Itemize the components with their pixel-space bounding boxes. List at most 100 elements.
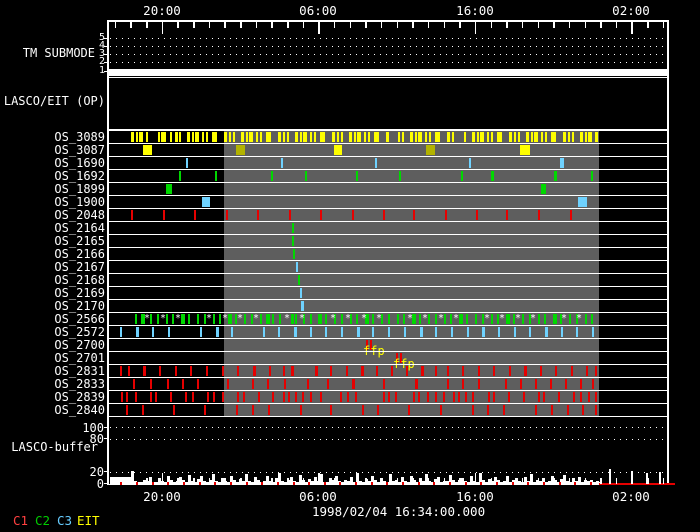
buffer-bar <box>560 478 563 484</box>
bottom-hour-tick <box>600 478 602 484</box>
buffer-bar <box>245 474 248 484</box>
buffer-bar <box>335 475 338 484</box>
event-tick-OS_2831 <box>391 366 393 376</box>
buffer-bar <box>137 481 140 484</box>
buffer-bar <box>551 476 554 484</box>
buffer-bar <box>410 475 413 484</box>
event-tick-OS_3089 <box>354 132 356 142</box>
buffer-axis-tick <box>104 438 109 439</box>
buffer-bar <box>122 477 125 484</box>
row-label-OS_1692: OS_1692 <box>54 168 105 183</box>
buffer-bar <box>548 480 551 484</box>
event-tick-OS_2566 <box>372 314 374 324</box>
buffer-hour-dot <box>590 481 592 485</box>
event-tick-OS_3089 <box>447 132 450 142</box>
buffer-bar <box>488 478 491 484</box>
buffer-bar <box>503 480 506 484</box>
event-asterisk: * <box>375 313 383 324</box>
event-tick-OS_2839 <box>288 392 290 402</box>
buffer-bar <box>434 478 437 484</box>
buffer-bar <box>263 480 266 484</box>
event-tick-OS_1900 <box>578 197 587 207</box>
event-tick-OS_2839 <box>320 392 322 402</box>
buffer-bar <box>419 478 422 484</box>
buffer-bar <box>143 479 146 484</box>
buffer-bar <box>341 482 344 484</box>
event-tick-OS_2566 <box>279 314 281 324</box>
event-tick-OS_2831 <box>493 366 495 376</box>
event-tick-OS_3089 <box>526 132 529 142</box>
event-tick-OS_2839 <box>588 392 590 402</box>
event-tick-OS_3089 <box>303 132 307 142</box>
row-separator <box>108 403 667 404</box>
event-tick-OS_2566 <box>522 314 524 324</box>
buffer-bar <box>554 480 557 484</box>
event-tick-OS_2572 <box>325 327 327 337</box>
event-tick-OS_2831 <box>595 366 597 376</box>
buffer-hour-dot <box>120 481 123 485</box>
event-tick-OS_2833 <box>307 379 309 389</box>
event-tick-OS_2572 <box>136 327 139 337</box>
buffer-hour-dot <box>496 481 499 485</box>
event-tick-OS_2566 <box>553 314 557 324</box>
event-tick-OS_3089 <box>472 132 475 142</box>
event-tick-OS_3089 <box>386 132 389 142</box>
buffer-bar <box>188 475 191 484</box>
event-tick-OS_2048 <box>131 210 133 220</box>
row-label-OS_3087: OS_3087 <box>54 142 105 157</box>
bottom-hour-tick <box>208 478 211 484</box>
top-hour-tick <box>647 21 649 28</box>
row-separator <box>108 195 667 196</box>
buffer-gridline <box>110 471 666 473</box>
event-tick-OS_1692 <box>399 171 401 181</box>
buffer-spike <box>659 471 661 484</box>
event-tick-OS_2566 <box>188 314 190 324</box>
buffer-hour-dot <box>182 481 185 485</box>
event-tick-OS_2168 <box>298 275 300 285</box>
event-tick-OS_3089 <box>256 132 258 142</box>
buffer-bar <box>233 480 236 484</box>
top-hour-tick <box>459 21 461 28</box>
buffer-hour-dot <box>449 481 452 485</box>
top-hour-tick <box>506 21 508 28</box>
event-tick-OS_2839 <box>488 392 490 402</box>
buffer-bar <box>569 482 572 484</box>
buffer-hour-dot <box>339 481 342 485</box>
event-tick-OS_3089 <box>179 132 181 142</box>
bottom-hour-tick <box>161 473 164 484</box>
buffer-bar <box>257 479 260 484</box>
buffer-bar <box>455 482 458 484</box>
event-tick-OS_2566 <box>318 314 322 324</box>
event-tick-OS_2566 <box>356 314 358 324</box>
top-hour-tick <box>161 21 164 34</box>
event-tick-OS_2566 <box>334 314 336 324</box>
event-tick-OS_2048 <box>445 210 447 220</box>
top-hour-tick <box>521 21 524 28</box>
event-tick-OS_2566 <box>272 314 274 324</box>
event-tick-OS_2566 <box>350 314 352 324</box>
buffer-hour-dot <box>135 481 138 485</box>
event-tick-OS_2839 <box>465 392 467 402</box>
buffer-bar <box>431 482 434 484</box>
event-tick-OS_3089 <box>300 132 302 142</box>
event-asterisk: * <box>283 313 291 324</box>
event-tick-OS_2831 <box>253 366 256 376</box>
event-tick-OS_2840 <box>503 405 505 415</box>
buffer-bar <box>236 481 239 484</box>
event-tick-OS_2566 <box>157 314 159 324</box>
event-tick-OS_1692 <box>591 171 593 181</box>
submode-tick-label: 2 <box>98 56 105 67</box>
event-tick-OS_2833 <box>535 379 537 389</box>
row-separator <box>108 338 667 339</box>
event-tick-OS_3087 <box>143 145 152 155</box>
lasco-eit-op-row-label: LASCO/EIT (OP) <box>3 94 105 108</box>
buffer-bar <box>215 480 218 484</box>
top-hour-tick <box>490 21 493 28</box>
top-hour-tick <box>396 21 399 28</box>
event-tick-OS_2831 <box>222 366 224 376</box>
event-tick-OS_2048 <box>476 210 478 220</box>
buffer-bar <box>242 481 245 484</box>
top-axis-line <box>107 19 668 22</box>
top-axis-label: 02:00 <box>612 3 650 18</box>
event-tick-OS_3089 <box>551 132 556 142</box>
